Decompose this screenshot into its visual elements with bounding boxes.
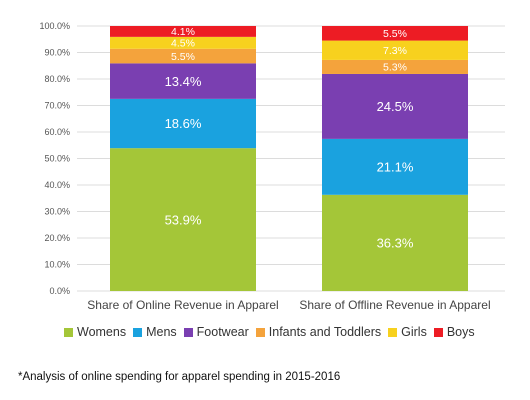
y-tick-label: 70.0%	[44, 101, 70, 111]
y-tick-label: 0.0%	[49, 286, 70, 296]
legend-item: Infants and Toddlers	[255, 325, 382, 339]
data-label: 4.1%	[171, 26, 195, 38]
y-tick-label: 20.0%	[44, 233, 70, 243]
data-label: 24.5%	[377, 99, 414, 114]
legend-label: Mens	[146, 325, 177, 339]
data-label: 5.5%	[171, 51, 195, 63]
y-tick-label: 30.0%	[44, 207, 70, 217]
data-label: 21.1%	[377, 160, 414, 175]
bar-segment-boys	[110, 26, 256, 37]
data-label: 53.9%	[165, 212, 202, 227]
legend-swatch	[255, 327, 265, 337]
legend-swatch	[183, 327, 193, 337]
data-label: 13.4%	[165, 74, 202, 89]
legend-item: Footwear	[183, 325, 249, 339]
legend-item: Mens	[133, 325, 177, 339]
bar-segment-infants-and-toddlers	[110, 48, 256, 64]
legend-item: Girls	[388, 325, 427, 339]
footnote: *Analysis of online spending for apparel…	[18, 371, 341, 383]
legend-label: Womens	[77, 325, 127, 339]
legend-item: Womens	[64, 325, 126, 339]
data-label: 5.3%	[383, 62, 407, 74]
bar-segment-footwear	[322, 73, 468, 139]
y-tick-label: 50.0%	[44, 154, 70, 164]
bar-segment-infants-and-toddlers	[322, 59, 468, 74]
x-category-label: Share of Online Revenue in Apparel	[87, 298, 278, 312]
bar-segment-mens	[110, 98, 256, 149]
bar-segment-boys	[322, 26, 468, 41]
data-label: 5.5%	[383, 28, 407, 40]
bar-segment-womens	[110, 148, 256, 291]
legend-label: Boys	[446, 325, 475, 339]
y-tick-label: 40.0%	[44, 180, 70, 190]
legend-label: Footwear	[196, 325, 249, 339]
stacked-bar-chart: 0.0% 10.0% 20.0% 30.0% 40.0% 50.0% 60.0% 70.0% 8…	[39, 21, 505, 312]
data-label: 7.3%	[383, 45, 407, 57]
bar-segment-mens	[322, 138, 468, 195]
data-label: 18.6%	[165, 116, 202, 131]
y-tick-label: 80.0%	[44, 74, 70, 84]
bar-segment-girls	[322, 40, 468, 60]
legend-swatch	[433, 327, 443, 337]
chart-legend: Womens Mens Footwear Infants and Toddlers Gi…	[64, 321, 504, 343]
legend-item: Boys	[433, 325, 475, 339]
data-label: 4.5%	[171, 38, 195, 50]
bar-segment-womens	[322, 194, 468, 291]
y-tick-label: 100.0%	[39, 21, 70, 31]
legend-swatch	[64, 327, 73, 337]
x-category-label: Share of Offline Revenue in Apparel	[299, 298, 490, 312]
y-tick-label: 90.0%	[44, 48, 70, 58]
y-tick-label: 60.0%	[44, 127, 70, 137]
legend-label: Infants and Toddlers	[268, 325, 382, 339]
legend-swatch	[388, 327, 398, 337]
bar-segment-footwear	[110, 63, 256, 99]
bar-segment-girls	[110, 36, 256, 49]
legend-label: Girls	[401, 325, 427, 339]
legend-swatch	[133, 327, 143, 337]
y-tick-label: 10.0%	[44, 260, 70, 270]
data-label: 36.3%	[377, 236, 414, 251]
